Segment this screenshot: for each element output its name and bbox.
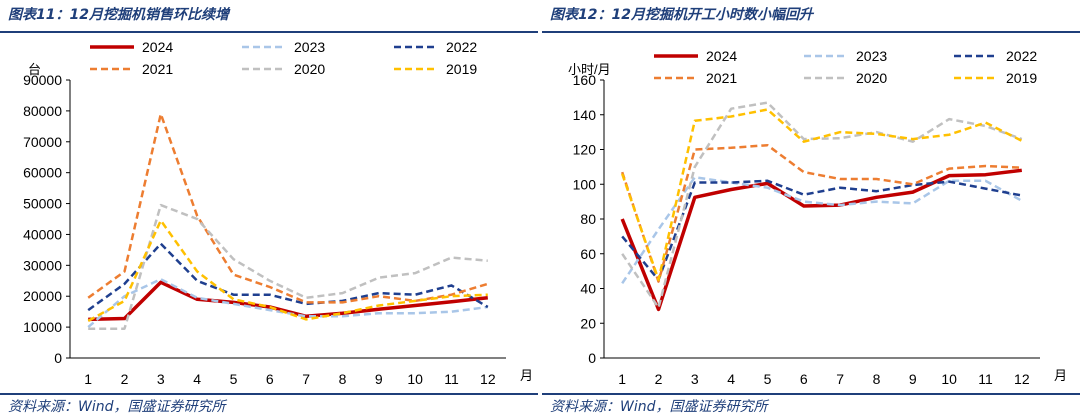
x-tick-label: 6 bbox=[266, 371, 274, 387]
y-tick-label: 20 bbox=[580, 315, 596, 331]
x-tick-label: 9 bbox=[909, 371, 917, 387]
y-tick-label: 90000 bbox=[23, 72, 62, 88]
series-line-2021 bbox=[621, 143, 1022, 283]
x-tick-label: 3 bbox=[691, 371, 699, 387]
y-tick-label: 10000 bbox=[23, 319, 62, 335]
source-divider bbox=[542, 393, 1080, 395]
x-tick-label: 3 bbox=[157, 371, 165, 387]
title-divider bbox=[542, 31, 1080, 33]
series-line-2024 bbox=[88, 280, 488, 322]
legend-label: 2021 bbox=[142, 61, 173, 77]
y-tick-label: 100 bbox=[573, 176, 597, 192]
series-line-2021 bbox=[87, 112, 489, 304]
y-tick-label: 60000 bbox=[23, 165, 62, 181]
x-tick-label: 12 bbox=[1014, 371, 1030, 387]
right-chart-panel: 图表12：12月挖掘机开工小时数小幅回升 0 20 40 60 80 100 120 140 1… bbox=[542, 0, 1080, 420]
legend-label: 2020 bbox=[294, 61, 325, 77]
x-axis-unit: 月 bbox=[520, 368, 533, 383]
left-chart-panel: 图表11：12月挖掘机销售环比续增 0 10000 20000 30000 40000 5… bbox=[0, 0, 538, 420]
y-tick-label: 40 bbox=[580, 281, 596, 297]
y-tick-label: 0 bbox=[588, 350, 596, 366]
x-tick-label: 4 bbox=[193, 371, 201, 387]
legend-label: 2021 bbox=[706, 70, 737, 86]
y-tick-label: 30000 bbox=[23, 257, 62, 273]
x-tick-label: 8 bbox=[339, 371, 347, 387]
x-tick-label: 6 bbox=[800, 371, 808, 387]
source-divider bbox=[0, 393, 538, 395]
x-tick-label: 1 bbox=[84, 371, 92, 387]
sales-line-chart: 0 10000 20000 30000 40000 50000 60000 70000 8000… bbox=[23, 39, 533, 387]
y-axis-label: 小时/月 bbox=[568, 62, 611, 77]
x-tick-label: 5 bbox=[230, 371, 238, 387]
y-tick-label: 0 bbox=[54, 350, 62, 366]
x-tick-label: 8 bbox=[873, 371, 881, 387]
y-tick-label: 80 bbox=[580, 211, 596, 227]
chart-title: 图表12：12月挖掘机开工小时数小幅回升 bbox=[550, 7, 813, 23]
y-tick-label: 120 bbox=[573, 142, 597, 158]
x-tick-label: 10 bbox=[941, 371, 957, 387]
y-tick-label: 80000 bbox=[23, 103, 62, 119]
y-tick-label: 70000 bbox=[23, 134, 62, 150]
series-line-2020 bbox=[88, 203, 488, 330]
legend-label: 2019 bbox=[1006, 70, 1037, 86]
source-note: 资料来源：Wind，国盛证券研究所 bbox=[8, 399, 226, 415]
y-tick-label: 140 bbox=[573, 107, 597, 123]
x-tick-label: 9 bbox=[375, 371, 383, 387]
series-line-2019 bbox=[87, 219, 488, 322]
legend-label: 2024 bbox=[706, 48, 737, 64]
x-tick-label: 2 bbox=[121, 371, 129, 387]
y-axis-label: 台 bbox=[28, 62, 41, 77]
legend-label: 2022 bbox=[1006, 48, 1037, 64]
x-axis-unit: 月 bbox=[1054, 368, 1067, 383]
x-tick-label: 10 bbox=[407, 371, 423, 387]
x-tick-label: 7 bbox=[302, 371, 310, 387]
y-tick-label: 60 bbox=[580, 246, 596, 262]
chart-title: 图表11：12月挖掘机销售环比续增 bbox=[8, 7, 229, 23]
y-tick-label: 40000 bbox=[23, 226, 62, 242]
legend-label: 2022 bbox=[446, 39, 477, 55]
series-line-2022 bbox=[621, 179, 1023, 282]
x-tick-label: 11 bbox=[978, 371, 993, 387]
series-line-2019 bbox=[621, 108, 1023, 282]
legend-label: 2024 bbox=[142, 39, 173, 55]
y-tick-label: 160 bbox=[573, 72, 597, 88]
x-tick-label: 1 bbox=[618, 371, 626, 387]
series-line-2023 bbox=[87, 277, 488, 329]
x-tick-label: 4 bbox=[727, 371, 735, 387]
y-tick-label: 50000 bbox=[23, 196, 62, 212]
x-tick-label: 7 bbox=[836, 371, 844, 387]
y-tick-label: 20000 bbox=[23, 288, 62, 304]
series-line-2023 bbox=[621, 176, 1023, 284]
x-tick-label: 11 bbox=[444, 371, 459, 387]
series-line-2024 bbox=[620, 168, 1023, 312]
series-line-2022 bbox=[87, 242, 489, 312]
x-tick-label: 12 bbox=[480, 371, 496, 387]
legend-label: 2023 bbox=[856, 48, 887, 64]
source-note: 资料来源：Wind，国盛证券研究所 bbox=[550, 399, 768, 415]
legend-label: 2019 bbox=[446, 61, 477, 77]
legend-label: 2020 bbox=[856, 70, 887, 86]
title-divider bbox=[0, 31, 538, 33]
x-tick-label: 5 bbox=[764, 371, 772, 387]
legend-label: 2023 bbox=[294, 39, 325, 55]
series-line-2020 bbox=[621, 101, 1023, 309]
x-tick-label: 2 bbox=[655, 371, 663, 387]
